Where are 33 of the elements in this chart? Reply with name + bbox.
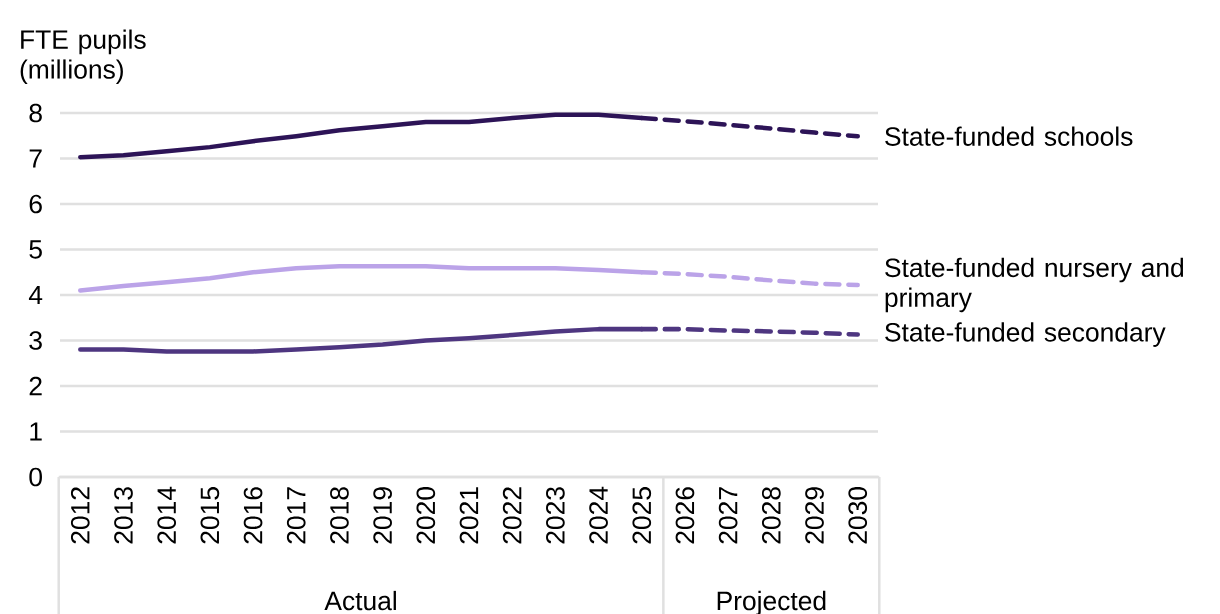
- x-tick-label: 2022: [502, 487, 522, 544]
- y-tick-label: 4: [28, 285, 43, 305]
- x-tick-label: 2024: [589, 486, 608, 544]
- text: Actual: [324, 590, 396, 611]
- x-tick-label: 2012: [70, 487, 90, 544]
- y-tick-label: 6: [29, 194, 42, 214]
- x-tick-label: 2029: [805, 487, 824, 544]
- x-tick-label: 2015: [200, 487, 220, 544]
- x-tick-label: 2021: [459, 487, 479, 544]
- x-tick-label: 2020: [416, 487, 436, 544]
- y-tick-label: 5: [29, 240, 42, 259]
- text: State-funded secondary: [885, 322, 1166, 347]
- x-tick-label: 2028: [761, 487, 781, 544]
- text: State-funded nursery and primary: [885, 257, 1184, 313]
- y-tick-label: 1: [30, 422, 42, 441]
- x-tick-label: 2019: [373, 487, 392, 544]
- x-tick-label: 2025: [632, 487, 652, 544]
- text: State-funded schools: [885, 126, 1133, 146]
- x-tick-label: 2018: [330, 487, 349, 544]
- y-axis-title: FTE pupils (millions): [20, 29, 146, 85]
- x-tick-label: 2016: [243, 487, 263, 544]
- x-tick-label: 2027: [718, 487, 738, 544]
- x-tick-label: 2014: [157, 486, 177, 544]
- y-tick-label: 2: [29, 376, 42, 396]
- y-tick-label: 8: [29, 103, 42, 123]
- y-tick-label: 3: [29, 331, 42, 350]
- x-tick-label: 2026: [675, 487, 695, 544]
- y-tick-label: 7: [29, 149, 42, 168]
- x-tick-label: 2017: [286, 487, 306, 544]
- x-tick-label: 2030: [848, 487, 868, 544]
- x-tick-label: 2023: [546, 487, 565, 544]
- x-tick-label: 2013: [114, 487, 133, 544]
- y-tick-label: 0: [29, 467, 42, 487]
